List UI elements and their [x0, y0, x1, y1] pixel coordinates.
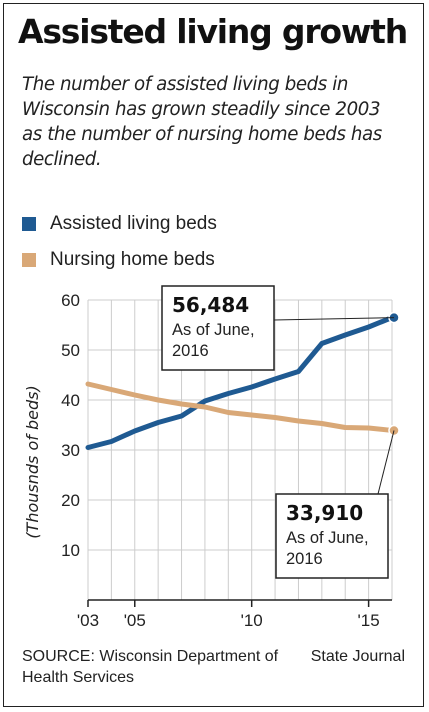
x-tick-label: '03 — [77, 611, 99, 630]
callout-text: As of June, — [286, 529, 369, 547]
chart-title: Assisted living growth — [18, 12, 408, 51]
credit: State Journal — [310, 648, 405, 665]
x-tick-label: '15 — [358, 611, 380, 630]
callout-text: 2016 — [172, 342, 209, 360]
y-tick-label: 30 — [61, 441, 80, 460]
y-tick-label: 60 — [61, 291, 80, 310]
y-tick-label: 20 — [61, 491, 80, 510]
callout-box — [161, 285, 275, 371]
source-note: SOURCE: Wisconsin Department of Health S… — [22, 648, 279, 686]
chart-subtitle: The number of assisted living beds in Wi… — [22, 74, 382, 170]
y-axis-label: (Thousnds of beds) — [23, 385, 42, 538]
callout-value: 33,910 — [286, 501, 363, 525]
legend-label-assisted: Assisted living beds — [50, 213, 217, 234]
legend-swatch-nursing — [22, 253, 36, 267]
y-tick-label: 50 — [61, 341, 80, 360]
y-tick-label: 40 — [61, 391, 80, 410]
callout-box — [275, 493, 389, 579]
y-tick-label: 10 — [61, 541, 80, 560]
x-tick-label: '10 — [241, 611, 263, 630]
callout-leader — [377, 430, 395, 495]
callout-text: 2016 — [286, 550, 323, 568]
legend-item-nursing: Nursing home beds — [22, 242, 217, 278]
assisted-living-line — [85, 315, 395, 450]
nursing-home-line — [85, 381, 395, 433]
callout-text: As of June, — [172, 321, 255, 339]
callout-value: 56,484 — [172, 293, 249, 317]
callout-leader — [273, 317, 395, 321]
legend-item-assisted: Assisted living beds — [22, 206, 217, 242]
legend-label-nursing: Nursing home beds — [50, 249, 215, 270]
legend-swatch-assisted — [22, 217, 36, 231]
legend: Assisted living beds Nursing home beds — [22, 206, 217, 278]
x-tick-label: '05 — [124, 611, 146, 630]
